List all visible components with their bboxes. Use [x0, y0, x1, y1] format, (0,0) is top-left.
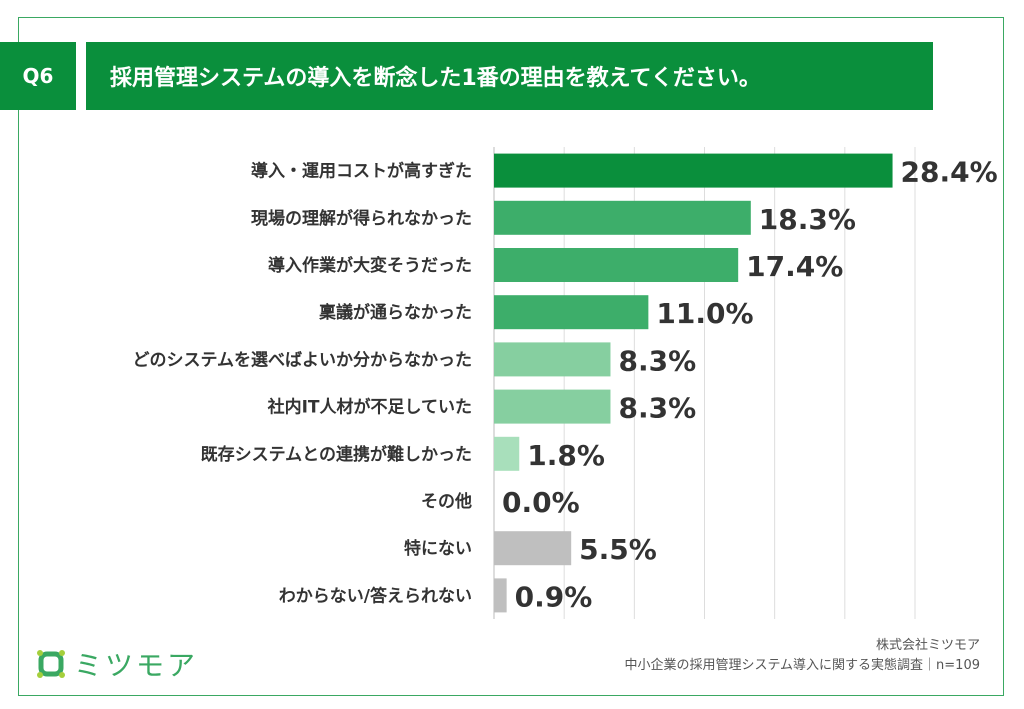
bar — [494, 200, 751, 235]
company-name: 株式会社ミツモア — [875, 638, 980, 653]
bar — [494, 295, 649, 330]
category-label: 導入・運用コストが高すぎた — [251, 161, 472, 182]
bar — [494, 389, 611, 424]
question-number: Q6 — [0, 42, 76, 110]
category-label: その他 — [421, 491, 472, 512]
bar — [494, 531, 572, 566]
logo-text: ミツモア — [74, 649, 199, 682]
survey-source: 中小企業の採用管理システム導入に関する実態調査｜n=109 — [624, 658, 980, 673]
logo-icon — [37, 650, 65, 678]
category-label: わからない/答えられない — [279, 585, 472, 606]
data-label: 8.3% — [618, 392, 696, 425]
chart-title: 採用管理システムの導入を断念した1番の理由を教えてください。 — [86, 42, 933, 110]
bar — [494, 436, 520, 471]
data-label: 5.5% — [579, 533, 657, 566]
data-label: 11.0% — [656, 297, 753, 330]
data-label: 28.4% — [901, 156, 998, 189]
data-label: 0.9% — [515, 580, 593, 613]
data-label: 8.3% — [618, 344, 696, 377]
bar — [494, 578, 507, 613]
chart-frame — [18, 17, 1004, 696]
data-label: 1.8% — [527, 439, 605, 472]
bar — [494, 248, 739, 282]
bar — [494, 153, 893, 188]
data-label: 0.0% — [502, 486, 580, 519]
category-label: どのシステムを選べばよいか分からなかった — [133, 350, 473, 370]
category-label: 稟議が通らなかった — [319, 302, 472, 323]
category-label: 既存システムとの連携が難しかった — [201, 444, 472, 465]
data-label: 18.3% — [759, 203, 856, 236]
logo: ミツモア — [36, 644, 198, 684]
category-label: 社内IT人材が不足していた — [267, 397, 472, 418]
category-label: 特にない — [404, 538, 472, 559]
bar — [494, 342, 611, 377]
category-label: 導入作業が大変そうだった — [268, 255, 472, 276]
category-label: 現場の理解が得られなかった — [251, 208, 472, 229]
data-label: 17.4% — [746, 250, 843, 283]
